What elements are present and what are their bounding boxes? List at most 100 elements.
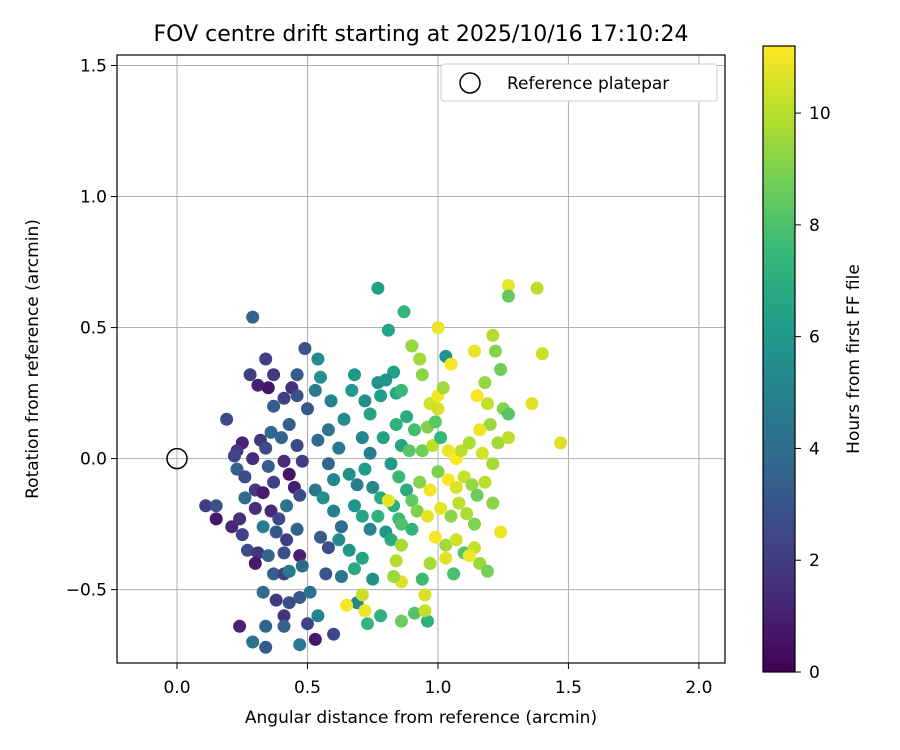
- reference-platepar-marker: [166, 447, 188, 470]
- plot-frame: [116, 54, 726, 664]
- data-point: [410, 504, 424, 518]
- data-point: [314, 370, 327, 384]
- data-point: [345, 383, 359, 397]
- data-point: [418, 588, 432, 602]
- data-point: [282, 596, 296, 610]
- data-point: [308, 383, 322, 397]
- data-point: [355, 588, 369, 602]
- data-point: [256, 585, 270, 599]
- data-point: [348, 562, 361, 576]
- data-point: [267, 475, 281, 489]
- data-point: [327, 627, 341, 641]
- data-point: [350, 478, 364, 492]
- data-point: [295, 454, 309, 468]
- data-point: [230, 462, 244, 476]
- data-point: [248, 501, 262, 515]
- data-point: [434, 501, 448, 515]
- y-tick-label: 1.5: [80, 56, 107, 76]
- data-point: [277, 609, 291, 623]
- data-point: [366, 480, 380, 494]
- data-point: [462, 436, 476, 450]
- data-point: [259, 640, 273, 654]
- data-point: [428, 415, 442, 429]
- data-point: [303, 585, 317, 599]
- data-point: [431, 465, 445, 479]
- data-point: [381, 323, 395, 337]
- data-point: [282, 418, 296, 431]
- data-point: [439, 551, 453, 565]
- y-axis: −0.5 0.0 0.5 1.0 1.5: [66, 56, 117, 601]
- data-point: [413, 352, 427, 366]
- data-point: [413, 475, 427, 489]
- data-point: [355, 509, 369, 523]
- legend-marker-open-circle: [459, 72, 481, 94]
- data-point: [421, 614, 434, 628]
- data-point: [355, 431, 369, 445]
- data-point: [408, 423, 421, 437]
- data-point: [241, 543, 254, 557]
- data-point: [358, 604, 372, 618]
- data-point: [481, 564, 494, 578]
- data-point: [363, 522, 377, 536]
- data-point: [209, 499, 223, 513]
- data-point: [501, 289, 515, 303]
- data-point: [384, 457, 398, 471]
- data-point: [269, 525, 283, 539]
- colorbar-tick-label: 4: [809, 439, 820, 459]
- data-point: [423, 556, 437, 570]
- data-point: [319, 567, 333, 581]
- x-tick-label: 0.0: [163, 678, 190, 698]
- data-point: [311, 352, 325, 366]
- data-point: [238, 491, 252, 505]
- data-point: [397, 305, 411, 319]
- data-point: [327, 473, 341, 487]
- data-point: [277, 619, 291, 633]
- data-point: [478, 475, 492, 489]
- data-point: [280, 499, 294, 513]
- data-point: [394, 383, 408, 397]
- data-point: [449, 480, 463, 494]
- data-point: [311, 609, 325, 623]
- data-point: [418, 604, 432, 618]
- x-tick-label: 0.5: [294, 678, 321, 698]
- data-point: [274, 431, 288, 445]
- data-point: [415, 368, 429, 382]
- data-point: [267, 368, 281, 382]
- data-point: [321, 457, 335, 471]
- data-point: [246, 310, 260, 324]
- data-point: [400, 410, 414, 424]
- data-point: [293, 488, 307, 502]
- data-point: [394, 614, 408, 628]
- data-point: [246, 635, 260, 649]
- data-point: [405, 339, 419, 353]
- data-point: [261, 459, 275, 473]
- data-point: [277, 454, 291, 468]
- x-tick-label: 1.0: [424, 678, 451, 698]
- data-point: [460, 507, 474, 521]
- data-point: [199, 499, 213, 513]
- data-point: [334, 520, 348, 534]
- colorbar-tick-label: 8: [809, 216, 820, 236]
- data-point: [449, 533, 463, 547]
- data-point: [465, 478, 479, 492]
- data-point: [389, 418, 403, 431]
- colorbar-ticks: 0 2 4 6 8 10: [795, 104, 831, 683]
- data-point: [478, 376, 492, 390]
- data-point: [340, 598, 354, 612]
- data-point: [525, 397, 539, 411]
- data-point: [251, 546, 265, 560]
- data-point: [358, 462, 372, 476]
- data-point: [348, 368, 361, 382]
- data-point: [308, 632, 322, 646]
- colorbar: 0 2 4 6 8 10 Hours from first FF file: [762, 45, 864, 683]
- data-point: [311, 433, 325, 447]
- y-tick-label: −0.5: [66, 581, 107, 601]
- data-point: [415, 444, 429, 458]
- data-point: [415, 572, 429, 586]
- data-point: [491, 436, 505, 450]
- data-point: [379, 373, 393, 387]
- data-point: [264, 425, 278, 439]
- data-point: [452, 496, 466, 510]
- data-point: [238, 470, 252, 484]
- colorbar-tick-label: 6: [809, 328, 820, 348]
